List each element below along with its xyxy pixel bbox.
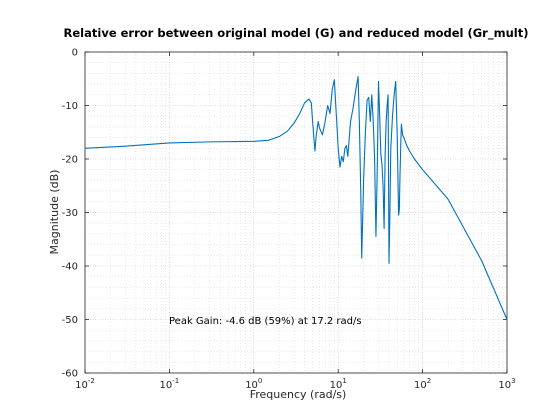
y-tick-label: -30: [62, 208, 78, 219]
y-axis-ticks: 0 -10 -20 -30 -40 -50 -60: [62, 48, 507, 380]
y-tick-label: -20: [62, 155, 78, 166]
series-line: [84, 76, 508, 320]
peak-gain-annotation: Peak Gain: -4.6 dB (59%) at 17.2 rad/s: [169, 316, 362, 327]
y-tick-label: -10: [62, 101, 78, 112]
y-tick-label: -40: [62, 262, 78, 273]
x-tick-label: 101: [330, 377, 347, 391]
x-axis-label: Frequency (rad/s): [250, 388, 347, 401]
y-tick-label: -60: [62, 369, 78, 380]
chart-title: Relative error between original model (G…: [64, 26, 529, 41]
x-tick-label: 10-2: [75, 377, 95, 391]
x-tick-label: 103: [498, 377, 515, 391]
x-tick-label: 102: [414, 377, 431, 391]
y-tick-label: -50: [62, 315, 78, 326]
x-tick-label: 10-1: [160, 377, 180, 391]
x-axis-ticks: 10-2 10-1 100 101 102 103: [75, 52, 516, 391]
x-tick-label: 100: [245, 377, 262, 391]
y-axis-label: Magnitude (dB): [48, 170, 61, 255]
y-tick-label: 0: [72, 48, 78, 59]
